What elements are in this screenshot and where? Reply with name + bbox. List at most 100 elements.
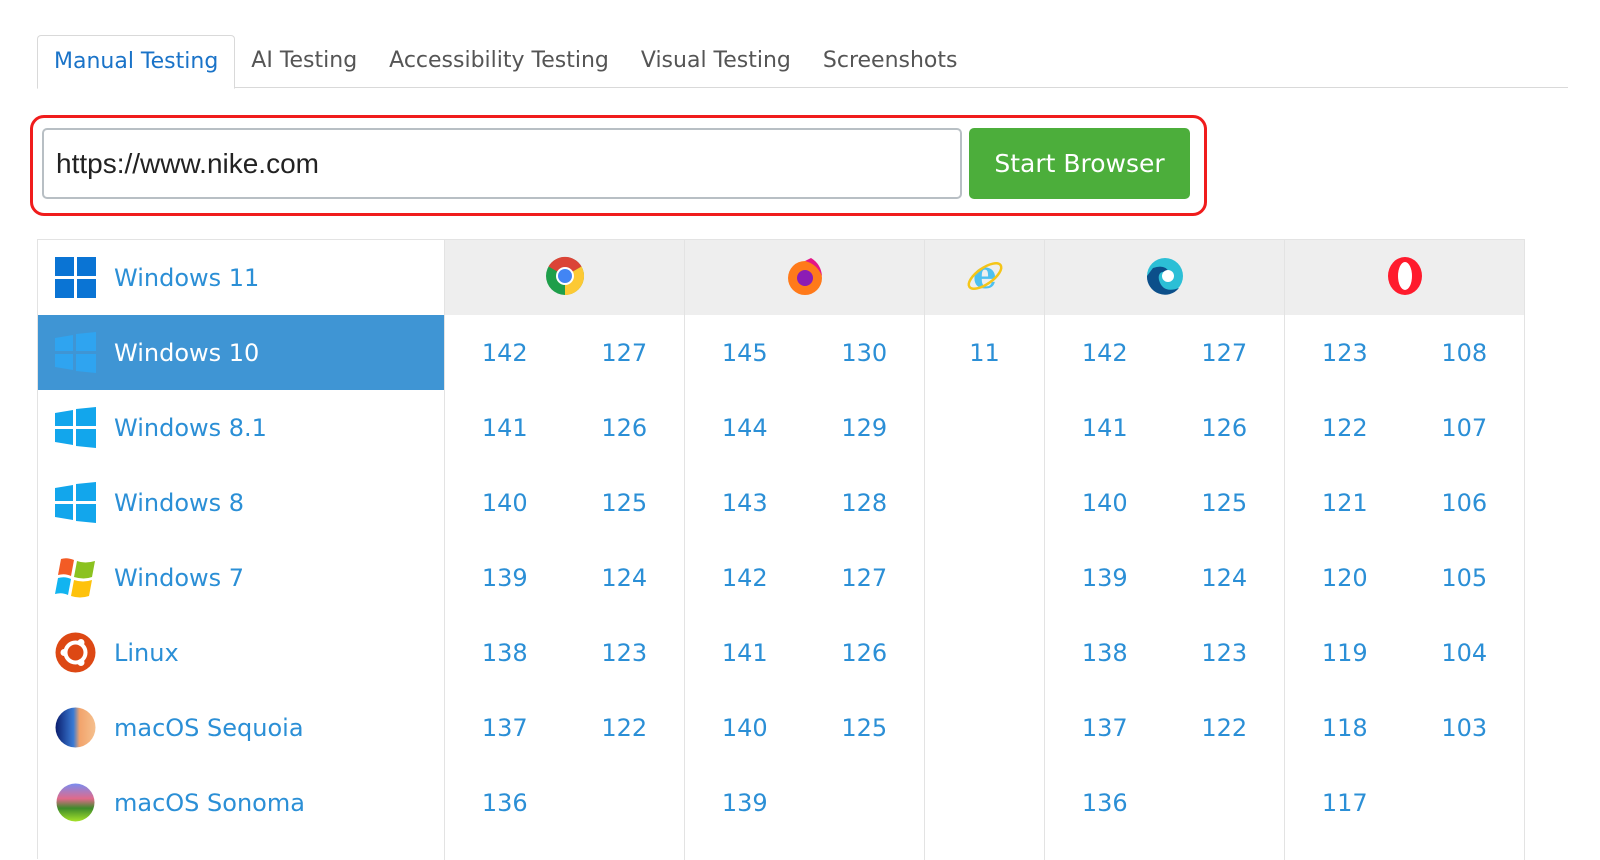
version-firefox[interactable]: 130: [841, 338, 888, 367]
version-chrome[interactable]: 140: [481, 488, 528, 517]
version-opera[interactable]: 122: [1321, 413, 1368, 442]
os-item-macos-sequoia[interactable]: macOS Sequoia: [38, 690, 444, 765]
version-edge[interactable]: 123: [1201, 638, 1248, 667]
version-firefox[interactable]: 140: [721, 713, 768, 742]
version-ie[interactable]: 11: [969, 338, 1000, 367]
browser-header-edge[interactable]: [1045, 240, 1284, 315]
version-opera[interactable]: 123: [1321, 338, 1368, 367]
tab-visual-testing[interactable]: Visual Testing: [640, 48, 791, 73]
version-firefox[interactable]: 125: [841, 713, 888, 742]
version-firefox[interactable]: 128: [841, 488, 888, 517]
version-opera[interactable]: 105: [1441, 563, 1488, 592]
version-edge[interactable]: 137: [1081, 713, 1128, 742]
version-row: 141 126: [1045, 390, 1284, 465]
os-label: macOS Sonoma: [114, 788, 305, 817]
version-edge[interactable]: 139: [1081, 563, 1128, 592]
windows-7-icon: [55, 557, 96, 598]
windows-11-icon: [55, 257, 96, 298]
version-edge: [1165, 765, 1285, 840]
version-edge[interactable]: 141: [1081, 413, 1128, 442]
version-chrome[interactable]: 122: [601, 713, 648, 742]
version-opera[interactable]: 118: [1321, 713, 1368, 742]
version-edge[interactable]: 125: [1201, 488, 1248, 517]
version-opera[interactable]: 119: [1321, 638, 1368, 667]
ubuntu-icon: [55, 632, 96, 673]
version-chrome[interactable]: 139: [481, 563, 528, 592]
browser-header-chrome[interactable]: [445, 240, 684, 315]
version-firefox[interactable]: 127: [841, 563, 888, 592]
version-chrome[interactable]: 136: [481, 788, 528, 817]
version-chrome[interactable]: 127: [601, 338, 648, 367]
os-item-windows-8-1[interactable]: Windows 8.1: [38, 390, 444, 465]
version-edge[interactable]: 140: [1081, 488, 1128, 517]
version-row: [925, 690, 1044, 765]
version-row: 123 108: [1285, 315, 1524, 390]
version-opera[interactable]: 121: [1321, 488, 1368, 517]
os-item-windows-7[interactable]: Windows 7: [38, 540, 444, 615]
version-chrome[interactable]: 126: [601, 413, 648, 442]
version-firefox[interactable]: 126: [841, 638, 888, 667]
macos-sonoma-icon: [55, 782, 96, 823]
version-opera[interactable]: 104: [1441, 638, 1488, 667]
version-chrome[interactable]: 142: [481, 338, 528, 367]
version-row: 137 122: [1045, 690, 1284, 765]
browser-header-ie[interactable]: e: [925, 240, 1044, 315]
version-row: 141 126: [445, 390, 684, 465]
version-row: 121 106: [1285, 465, 1524, 540]
version-firefox[interactable]: 142: [721, 563, 768, 592]
version-row: 119 104: [1285, 615, 1524, 690]
version-row: 143 128: [685, 465, 924, 540]
version-row: 136: [445, 765, 684, 840]
browser-matrix: Windows 11 Windows 10 Windows 8.1 Windows 8…: [37, 239, 1525, 860]
os-item-macos-sonoma[interactable]: macOS Sonoma: [38, 765, 444, 840]
browser-column-edge: 142 127 141 126 140 125 139 124 138 123 137 122 136: [1045, 240, 1285, 860]
version-row: 136: [1045, 765, 1284, 840]
version-edge[interactable]: 127: [1201, 338, 1248, 367]
os-item-linux[interactable]: Linux: [38, 615, 444, 690]
tab-screenshots[interactable]: Screenshots: [822, 48, 958, 73]
version-firefox[interactable]: 141: [721, 638, 768, 667]
version-ie: [925, 390, 1044, 465]
version-chrome[interactable]: 125: [601, 488, 648, 517]
browser-column-chrome: 142 127 141 126 140 125 139 124 138 123 137 122 136: [445, 240, 685, 860]
version-chrome[interactable]: 141: [481, 413, 528, 442]
version-edge[interactable]: 136: [1081, 788, 1128, 817]
version-edge[interactable]: 124: [1201, 563, 1248, 592]
version-edge[interactable]: 142: [1081, 338, 1128, 367]
version-firefox[interactable]: 129: [841, 413, 888, 442]
version-firefox[interactable]: 143: [721, 488, 768, 517]
version-opera[interactable]: 120: [1321, 563, 1368, 592]
version-edge[interactable]: 126: [1201, 413, 1248, 442]
browser-column-ie: e 11: [925, 240, 1045, 860]
version-edge[interactable]: 138: [1081, 638, 1128, 667]
windows-8-icon: [55, 407, 96, 448]
edge-icon: [1145, 256, 1185, 300]
version-chrome[interactable]: 124: [601, 563, 648, 592]
os-item-windows-11[interactable]: Windows 11: [38, 240, 444, 315]
version-row: 120 105: [1285, 540, 1524, 615]
version-opera[interactable]: 117: [1321, 788, 1368, 817]
version-firefox[interactable]: 139: [721, 788, 768, 817]
os-label: Windows 10: [114, 338, 260, 367]
tab-manual-testing[interactable]: Manual Testing: [37, 35, 236, 89]
version-chrome[interactable]: 123: [601, 638, 648, 667]
version-chrome[interactable]: 138: [481, 638, 528, 667]
browser-header-opera[interactable]: [1285, 240, 1524, 315]
version-firefox[interactable]: 144: [721, 413, 768, 442]
url-input[interactable]: [42, 128, 962, 199]
version-opera[interactable]: 108: [1441, 338, 1488, 367]
start-browser-button[interactable]: Start Browser: [969, 128, 1190, 199]
version-opera[interactable]: 107: [1441, 413, 1488, 442]
version-chrome[interactable]: 137: [481, 713, 528, 742]
version-opera[interactable]: 106: [1441, 488, 1488, 517]
version-firefox: [805, 765, 925, 840]
windows-8-icon: [55, 482, 96, 523]
os-item-windows-8[interactable]: Windows 8: [38, 465, 444, 540]
os-item-windows-10[interactable]: Windows 10: [38, 315, 444, 390]
version-edge[interactable]: 122: [1201, 713, 1248, 742]
tab-accessibility-testing[interactable]: Accessibility Testing: [389, 48, 609, 73]
browser-header-firefox[interactable]: [685, 240, 924, 315]
tab-ai-testing[interactable]: AI Testing: [251, 48, 358, 73]
version-opera[interactable]: 103: [1441, 713, 1488, 742]
version-firefox[interactable]: 145: [721, 338, 768, 367]
